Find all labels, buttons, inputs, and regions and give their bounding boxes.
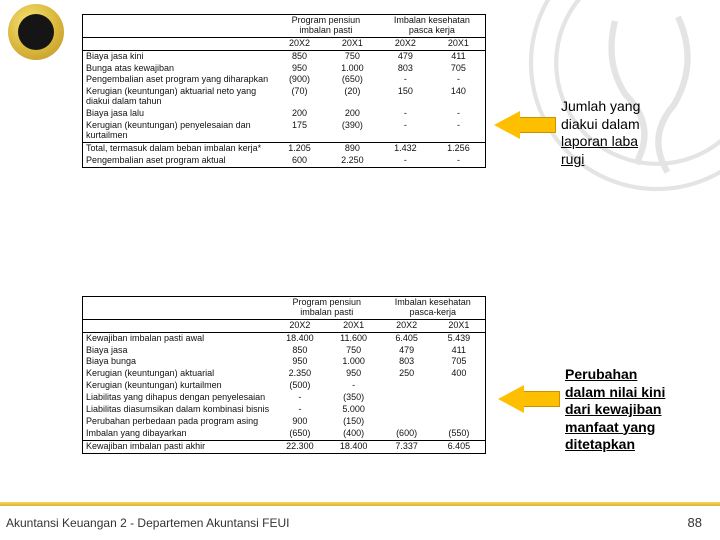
th-pensiun: Program pensiun imbalan pasti [273,15,379,37]
table-program-pensiun-1: Program pensiun imbalan pasti Imbalan ke… [82,14,486,168]
table-row: Kerugian (keuntungan) aktuarial2.3509502… [83,368,485,380]
th-pensiun-2: Program pensiun imbalan pasti [273,297,380,319]
table-program-pensiun-2: Program pensiun imbalan pasti Imbalan ke… [82,296,486,454]
table-row: Imbalan yang dibayarkan(650)(400)(600)(5… [83,428,485,440]
table-row: Kewajiban imbalan pasti awal18.40011.600… [83,332,485,344]
table-row: Bunga atas kewajiban9501.000803705 [83,63,485,75]
ui-logo [8,4,64,60]
table-row: Pengembalian aset program aktual6002.250… [83,155,485,167]
th-kesehatan: Imbalan kesehatan pasca kerja [379,15,485,37]
arrow-icon [522,391,560,407]
arrow-icon [518,117,556,133]
arrow-head-icon [498,385,524,413]
table-row: Liabilitas yang dihapus dengan penyelesa… [83,392,485,404]
th-kesehatan-2: Imbalan kesehatan pasca-kerja [380,297,485,319]
table-row: Kerugian (keuntungan) penyelesaian dan k… [83,120,485,142]
page-number: 88 [688,515,702,530]
table-row: Kerugian (keuntungan) kurtailmen(500)- [83,380,485,392]
table-row: Liabilitas diasumsikan dalam kombinasi b… [83,404,485,416]
callout-perubahan-nilai: Perubahan dalam nilai kini dari kewajiba… [565,366,715,454]
table-row: Biaya bunga9501.000803705 [83,356,485,368]
footer-divider [0,502,720,506]
table-row: Biaya jasa850750479411 [83,345,485,357]
table-row: Kewajiban imbalan pasti akhir22.30018.40… [83,440,485,452]
footer-text: Akuntansi Keuangan 2 - Departemen Akunta… [6,516,290,530]
table-row: Kerugian (keuntungan) aktuarial neto yan… [83,86,485,108]
table-row: Pengembalian aset program yang diharapka… [83,74,485,86]
table-row: Biaya jasa lalu200200-- [83,108,485,120]
callout-laba-rugi: Jumlah yang diakui dalam laporan laba ru… [561,98,711,168]
arrow-head-icon [494,111,520,139]
table-row: Biaya jasa kini850750479411 [83,50,485,62]
table-row: Total, termasuk dalam beban imbalan kerj… [83,142,485,154]
table-row: Perubahan perbedaan pada program asing90… [83,416,485,428]
